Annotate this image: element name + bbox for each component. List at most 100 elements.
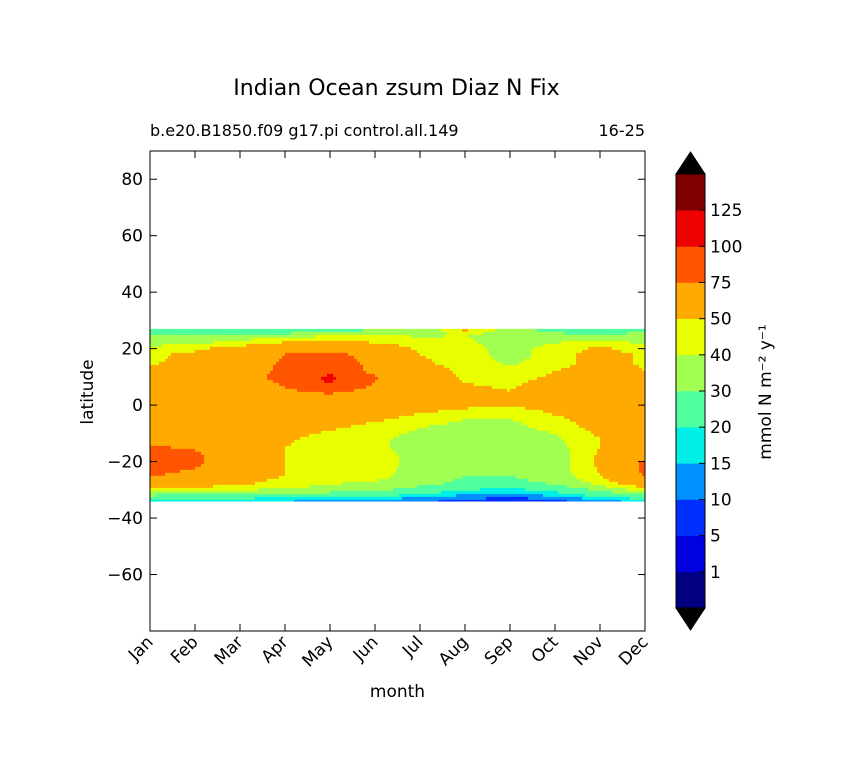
contour-cell — [156, 400, 160, 405]
contour-cell — [465, 370, 469, 375]
contour-cell — [429, 367, 433, 372]
contour-cell — [171, 349, 175, 354]
contour-cell — [225, 379, 229, 384]
contour-cell — [546, 403, 550, 408]
contour-cell — [363, 409, 367, 414]
contour-cell — [222, 406, 226, 411]
contour-cell — [156, 361, 160, 366]
contour-cell — [465, 334, 469, 339]
contour-cell — [513, 355, 517, 360]
contour-cell — [342, 403, 346, 408]
contour-cell — [345, 391, 349, 396]
contour-cell — [354, 412, 358, 417]
contour-cell — [612, 397, 616, 402]
contour-cell — [201, 385, 205, 390]
contour-cell — [171, 361, 175, 366]
contour-cell — [546, 361, 550, 366]
contour-cell — [411, 385, 415, 390]
contour-cell — [627, 373, 631, 378]
contour-cell — [408, 403, 412, 408]
contour-cell — [477, 328, 481, 333]
contour-cell — [369, 412, 373, 417]
contour-cell — [498, 406, 502, 411]
contour-cell — [192, 403, 196, 408]
contour-cell — [357, 349, 361, 354]
contour-cell — [543, 337, 547, 342]
contour-cell — [258, 382, 262, 387]
contour-cell — [354, 349, 358, 354]
contour-cell — [429, 406, 433, 411]
contour-cell — [345, 331, 349, 336]
contour-cell — [480, 400, 484, 405]
contour-cell — [381, 367, 385, 372]
contour-cell — [426, 334, 430, 339]
contour-cell — [276, 412, 280, 417]
contour-cell — [387, 382, 391, 387]
contour-cell — [177, 343, 181, 348]
contour-cell — [492, 412, 496, 417]
contour-cell — [282, 385, 286, 390]
contour-cell — [390, 367, 394, 372]
contour-cell — [468, 340, 472, 345]
contour-cell — [231, 394, 235, 399]
contour-cell — [396, 373, 400, 378]
contour-cell — [639, 349, 643, 354]
contour-cell — [606, 379, 610, 384]
contour-cell — [483, 367, 487, 372]
contour-cell — [495, 361, 499, 366]
contour-cell — [222, 397, 226, 402]
contour-cell — [621, 388, 625, 393]
contour-cell — [354, 340, 358, 345]
contour-cell — [156, 352, 160, 357]
contour-cell — [633, 412, 637, 417]
contour-cell — [450, 382, 454, 387]
contour-cell — [279, 373, 283, 378]
contour-cell — [624, 367, 628, 372]
contour-cell — [351, 343, 355, 348]
contour-cell — [216, 376, 220, 381]
contour-cell — [165, 406, 169, 411]
contour-cell — [321, 352, 325, 357]
contour-cell — [204, 382, 208, 387]
contour-cell — [570, 358, 574, 363]
contour-cell — [519, 367, 523, 372]
contour-cell — [522, 364, 526, 369]
contour-cell — [282, 370, 286, 375]
contour-cell — [393, 358, 397, 363]
contour-cell — [207, 334, 211, 339]
contour-cell — [600, 340, 604, 345]
contour-cell — [153, 391, 157, 396]
contour-cell — [180, 346, 184, 351]
contour-cell — [522, 382, 526, 387]
contour-cell — [411, 382, 415, 387]
contour-cell — [171, 334, 175, 339]
contour-cell — [210, 331, 214, 336]
contour-cell — [501, 361, 505, 366]
contour-cell — [300, 382, 304, 387]
contour-cell — [492, 328, 496, 333]
contour-cell — [240, 373, 244, 378]
contour-cell — [405, 403, 409, 408]
contour-cell — [276, 370, 280, 375]
contour-cell — [381, 415, 385, 420]
contour-cell — [435, 415, 439, 420]
contour-cell — [468, 367, 472, 372]
contour-cell — [579, 376, 583, 381]
contour-cell — [228, 346, 232, 351]
contour-cell — [210, 400, 214, 405]
contour-cell — [255, 394, 259, 399]
contour-cell — [546, 370, 550, 375]
contour-cell — [576, 337, 580, 342]
contour-cell — [210, 418, 214, 423]
contour-cell — [264, 382, 268, 387]
contour-cell — [489, 337, 493, 342]
contour-cell — [453, 394, 457, 399]
contour-cell — [213, 370, 217, 375]
contour-cell — [471, 340, 475, 345]
contour-cell — [351, 340, 355, 345]
contour-cell — [246, 358, 250, 363]
contour-cell — [168, 367, 172, 372]
contour-cell — [363, 334, 367, 339]
contour-cell — [507, 400, 511, 405]
contour-cell — [255, 370, 259, 375]
